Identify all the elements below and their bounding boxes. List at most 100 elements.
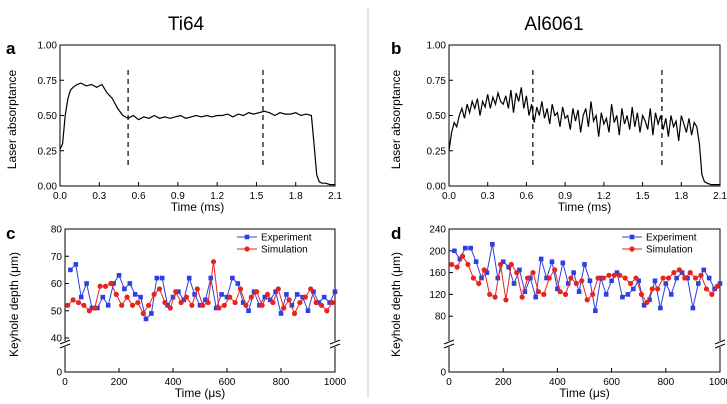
data-point-simulation bbox=[557, 289, 563, 295]
y-tick-label: 0.25 bbox=[427, 146, 447, 157]
x-axis-label: Time (ms) bbox=[171, 200, 225, 214]
data-point-experiment bbox=[625, 292, 631, 297]
data-point-simulation bbox=[135, 299, 141, 306]
data-point-experiment bbox=[614, 270, 620, 275]
data-point-experiment bbox=[652, 278, 658, 284]
data-point-simulation bbox=[308, 286, 314, 292]
data-point-experiment bbox=[500, 259, 506, 264]
data-point-experiment bbox=[522, 289, 528, 294]
data-point-simulation bbox=[146, 302, 152, 308]
data-point-simulation bbox=[194, 286, 200, 292]
data-point-experiment bbox=[641, 303, 647, 308]
data-point-experiment bbox=[267, 297, 273, 303]
x-tick-label: 1.2 bbox=[210, 191, 224, 202]
y-tick-label: 50 bbox=[51, 306, 63, 317]
data-point-simulation bbox=[156, 286, 163, 292]
data-point-experiment bbox=[332, 289, 338, 294]
y-tick-label: 200 bbox=[429, 246, 446, 257]
data-point-simulation bbox=[97, 283, 103, 289]
x-tick-label: 400 bbox=[165, 377, 182, 388]
plot-frame bbox=[448, 44, 721, 187]
axis-break-mark bbox=[714, 343, 726, 349]
legend-label: Simulation bbox=[646, 245, 693, 256]
data-point-simulation bbox=[124, 294, 130, 300]
data-point-simulation bbox=[579, 278, 585, 284]
data-point-simulation bbox=[573, 280, 579, 287]
data-point-experiment bbox=[197, 303, 203, 308]
panel-letter: c bbox=[6, 224, 15, 243]
data-point-simulation bbox=[70, 297, 76, 303]
data-point-simulation bbox=[297, 299, 303, 306]
x-tick-label: 0.9 bbox=[558, 191, 572, 202]
data-point-simulation bbox=[519, 294, 525, 300]
data-point-simulation bbox=[568, 275, 574, 281]
x-tick-label: 200 bbox=[495, 377, 512, 388]
axis-break-gap bbox=[715, 341, 725, 347]
data-point-experiment bbox=[257, 303, 262, 308]
data-point-simulation bbox=[162, 299, 168, 306]
data-point-experiment bbox=[68, 267, 73, 273]
plot-frame bbox=[448, 228, 721, 373]
data-point-experiment bbox=[582, 262, 587, 267]
data-point-experiment bbox=[138, 294, 143, 300]
x-tick-label: 0.3 bbox=[92, 191, 106, 202]
data-point-simulation bbox=[210, 259, 217, 265]
data-point-simulation bbox=[259, 302, 265, 308]
data-point-experiment bbox=[658, 305, 663, 311]
data-point-experiment bbox=[679, 270, 685, 275]
y-tick-label: 120 bbox=[429, 290, 446, 301]
y-tick-label: 80 bbox=[435, 312, 447, 323]
data-point-experiment bbox=[468, 245, 473, 251]
plot-frame bbox=[64, 228, 336, 373]
data-point-experiment bbox=[663, 281, 669, 286]
data-point-simulation bbox=[676, 267, 682, 273]
x-tick-label: 1.5 bbox=[636, 191, 650, 202]
y-tick-label: 0.50 bbox=[427, 111, 447, 122]
data-point-experiment bbox=[549, 259, 555, 264]
data-point-experiment bbox=[533, 294, 539, 300]
data-point-simulation bbox=[324, 308, 330, 314]
data-point-experiment bbox=[251, 289, 257, 294]
axis-break-mark bbox=[329, 343, 341, 349]
y-tick-label: 70 bbox=[51, 252, 63, 263]
data-point-simulation bbox=[291, 310, 298, 317]
x-tick-label: 400 bbox=[549, 377, 566, 388]
data-point-simulation bbox=[600, 275, 607, 281]
data-point-experiment bbox=[479, 275, 484, 281]
y-tick-label: 0.00 bbox=[38, 182, 58, 193]
x-tick-label: 200 bbox=[111, 377, 128, 388]
data-point-simulation bbox=[205, 299, 211, 306]
axis-break-mark bbox=[714, 339, 726, 345]
data-point-experiment bbox=[674, 275, 679, 281]
data-point-simulation bbox=[465, 261, 471, 268]
data-point-simulation bbox=[313, 299, 319, 306]
data-point-experiment bbox=[327, 300, 332, 305]
data-point-experiment bbox=[636, 278, 641, 284]
data-point-experiment bbox=[122, 286, 127, 292]
x-tick-label: 0.3 bbox=[481, 191, 495, 202]
data-point-experiment bbox=[603, 292, 609, 297]
data-point-experiment bbox=[186, 275, 192, 281]
data-point-simulation bbox=[189, 302, 195, 308]
data-point-experiment bbox=[240, 300, 246, 305]
x-tick-label: 1.8 bbox=[674, 191, 688, 202]
y-tick-label: 60 bbox=[51, 279, 63, 290]
data-point-simulation bbox=[227, 294, 233, 300]
data-point-experiment bbox=[149, 311, 154, 316]
data-point-simulation bbox=[649, 286, 655, 292]
data-point-experiment bbox=[538, 256, 544, 262]
data-point-simulation bbox=[221, 302, 227, 308]
data-point-experiment bbox=[311, 289, 316, 294]
y-axis-label: Laser absorptance bbox=[5, 69, 19, 169]
data-point-simulation bbox=[514, 270, 520, 276]
data-point-simulation bbox=[75, 299, 82, 306]
y-tick-label: 0.00 bbox=[427, 182, 447, 193]
data-point-simulation bbox=[530, 270, 536, 276]
data-point-simulation bbox=[627, 280, 634, 287]
data-point-simulation bbox=[660, 275, 666, 281]
data-point-simulation bbox=[562, 291, 569, 297]
data-point-simulation bbox=[476, 280, 482, 287]
axis-break-mark bbox=[59, 339, 71, 345]
y-tick-label: 160 bbox=[429, 268, 446, 279]
